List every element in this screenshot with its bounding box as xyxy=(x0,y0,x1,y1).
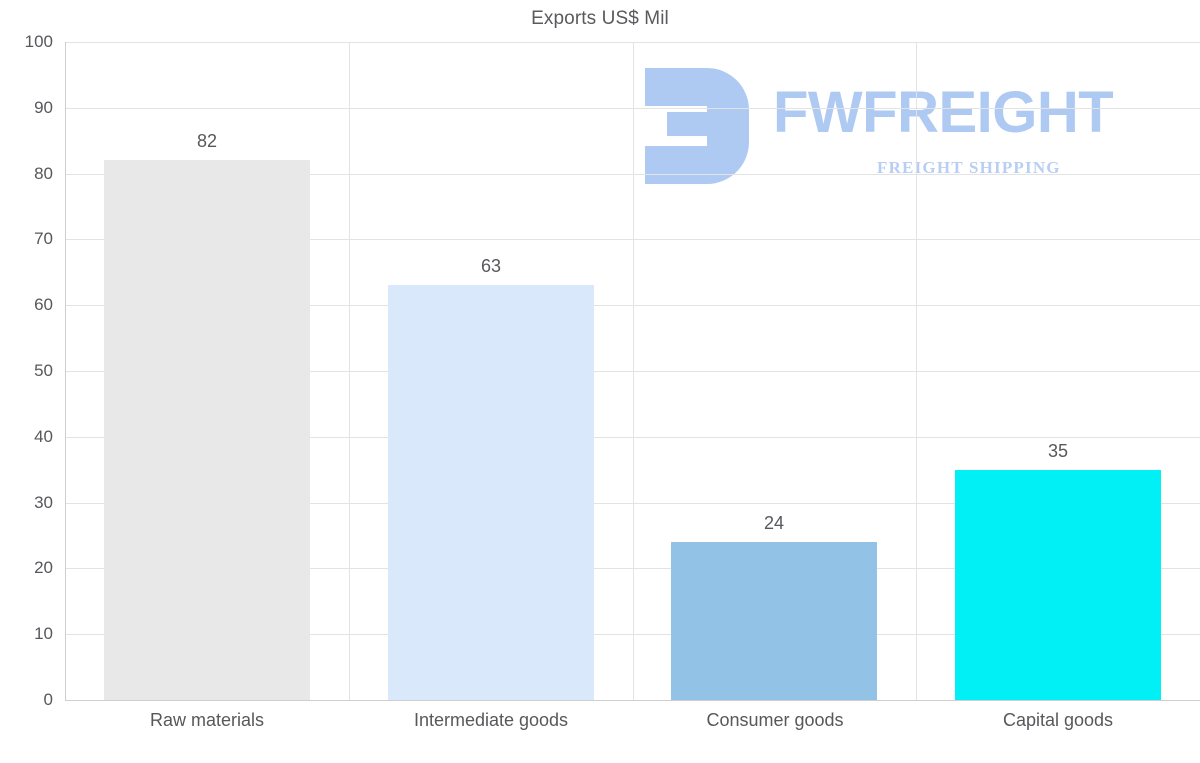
gridline-vertical xyxy=(349,42,350,700)
bar[interactable] xyxy=(955,470,1161,700)
x-axis-tick-label: Capital goods xyxy=(1002,710,1114,730)
y-axis-tick-label: 90 xyxy=(34,97,53,117)
x-axis-tick-label: Intermediate goods xyxy=(413,710,569,730)
gridline-horizontal xyxy=(65,568,1200,570)
plot-area: 82 63 24 35 xyxy=(65,42,1200,701)
bar-value-label: 24 xyxy=(763,513,785,533)
y-axis-tick-label: 20 xyxy=(34,558,53,578)
gridline-horizontal xyxy=(65,436,1200,438)
gridline-horizontal xyxy=(65,305,1200,307)
y-axis-tick-label: 50 xyxy=(34,361,53,380)
gridline-vertical xyxy=(916,42,917,700)
gridline-horizontal xyxy=(65,502,1200,504)
bar-value-label: 35 xyxy=(1047,441,1069,461)
gridline-horizontal xyxy=(65,42,1200,43)
y-axis-tick-label: 100 xyxy=(24,32,53,51)
y-axis-tick-label: 60 xyxy=(34,295,53,315)
y-axis-tick-label: 80 xyxy=(34,163,53,183)
bar-value-label: 63 xyxy=(480,256,502,276)
gridline-horizontal xyxy=(65,107,1200,109)
bar[interactable] xyxy=(671,542,877,700)
x-axis-tick-label: Consumer goods xyxy=(706,710,844,730)
y-axis-tick-label: 40 xyxy=(34,426,53,446)
y-axis-tick-label: 70 xyxy=(34,229,53,249)
y-axis-line xyxy=(65,42,66,701)
bar-value-label: 82 xyxy=(196,131,218,151)
y-axis-tick-label: 30 xyxy=(34,492,53,512)
bar[interactable] xyxy=(388,285,594,700)
gridline-horizontal xyxy=(65,173,1200,175)
gridline-horizontal xyxy=(65,239,1200,241)
gridline-horizontal xyxy=(65,700,1200,701)
chart-title: Exports US$ Mil xyxy=(531,8,669,29)
gridline-vertical xyxy=(633,42,634,700)
x-axis-tick-label: Raw materials xyxy=(149,710,265,730)
gridline-horizontal xyxy=(65,371,1200,372)
gridline-horizontal xyxy=(65,634,1200,636)
y-axis-tick-label: 10 xyxy=(34,624,53,644)
y-axis-tick-label: 0 xyxy=(43,690,53,709)
bar[interactable] xyxy=(104,160,310,700)
